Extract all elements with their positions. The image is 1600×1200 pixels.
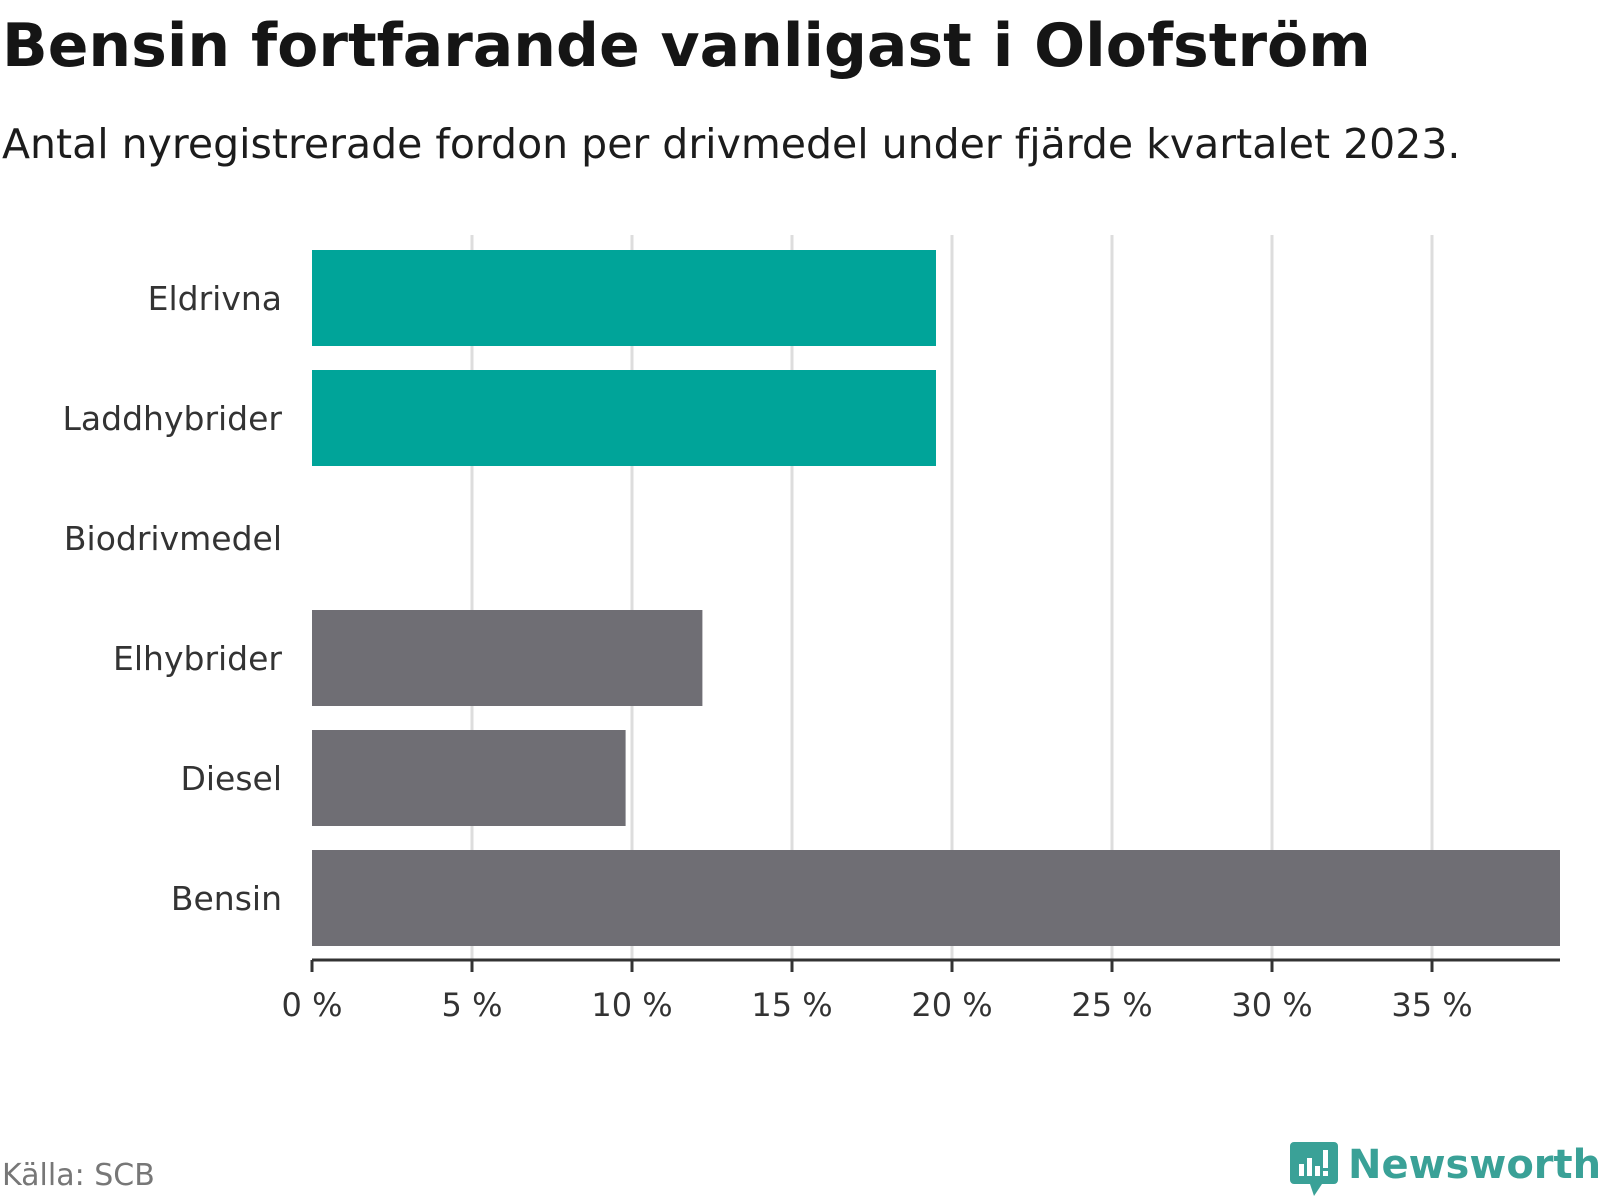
x-tick-label: 5 % bbox=[442, 986, 503, 1020]
category-label: Diesel bbox=[180, 759, 282, 798]
brand-logo: Newsworthy bbox=[1290, 1140, 1600, 1196]
category-label: Laddhybrider bbox=[63, 399, 283, 438]
category-label: Biodrivmedel bbox=[64, 519, 282, 558]
x-tick-label: 15 % bbox=[751, 986, 832, 1020]
x-tick-label: 30 % bbox=[1231, 986, 1312, 1020]
chart-subtitle: Antal nyregistrerade fordon per drivmede… bbox=[2, 120, 1461, 168]
brand-name: Newsworthy bbox=[1348, 1142, 1600, 1188]
category-labels: Eldrivna Laddhybrider Biodrivmedel Elhybrid… bbox=[63, 279, 283, 918]
x-tick-label: 0 % bbox=[282, 986, 343, 1020]
x-tick-label: 10 % bbox=[591, 986, 672, 1020]
x-axis: 0 % 5 % 10 % 15 % 20 % 25 % 30 % 35 % bbox=[282, 958, 1560, 1020]
bar-laddhybrider bbox=[312, 370, 936, 466]
bar-bensin bbox=[312, 850, 1560, 946]
category-label: Eldrivna bbox=[148, 279, 282, 318]
x-tick-label: 25 % bbox=[1071, 986, 1152, 1020]
source-note: Källa: SCB bbox=[2, 1158, 155, 1193]
bar-chart: Eldrivna Laddhybrider Biodrivmedel Elhybrid… bbox=[63, 235, 1560, 1020]
x-tick-label: 35 % bbox=[1391, 986, 1472, 1020]
bars bbox=[312, 250, 1560, 946]
bar-diesel bbox=[312, 730, 626, 826]
chart-title: Bensin fortfarande vanligast i Olofström bbox=[2, 11, 1371, 81]
x-tick-label: 20 % bbox=[911, 986, 992, 1020]
newsworthy-logo-icon bbox=[1290, 1142, 1338, 1196]
category-label: Elhybrider bbox=[113, 639, 282, 678]
bar-elhybrider bbox=[312, 610, 703, 706]
gridlines bbox=[470, 235, 1434, 960]
category-label: Bensin bbox=[171, 879, 282, 918]
bar-eldrivna bbox=[312, 250, 936, 346]
